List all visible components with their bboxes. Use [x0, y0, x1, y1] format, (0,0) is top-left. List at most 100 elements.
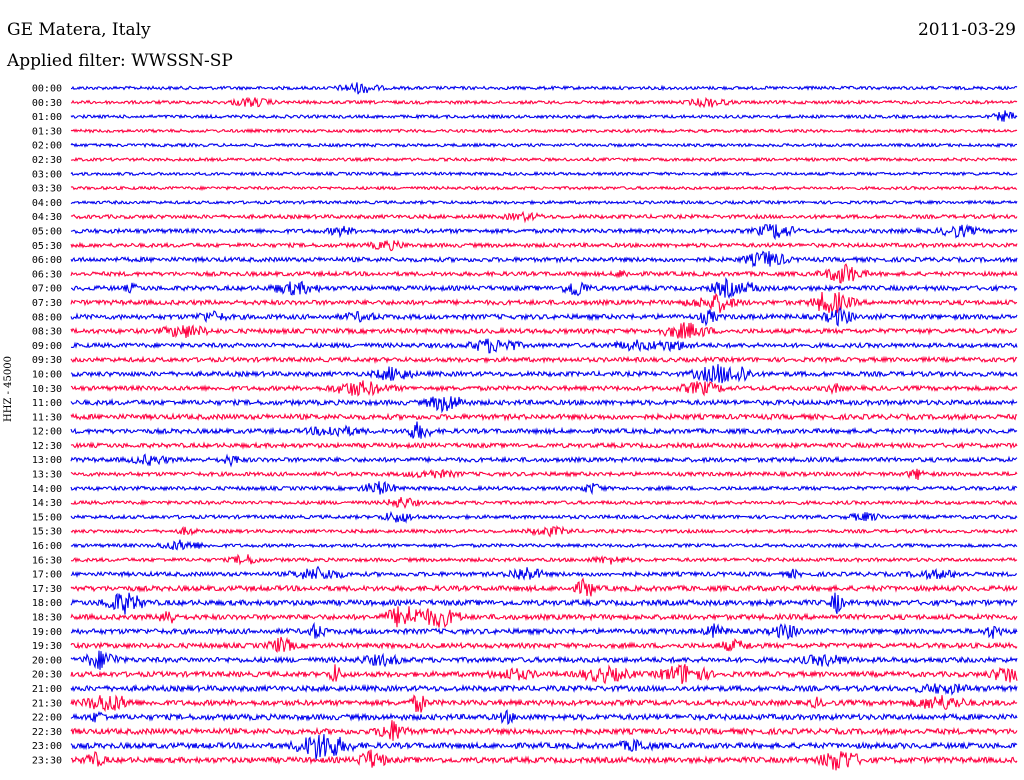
time-tick-label: 03:00 [32, 169, 62, 180]
seismic-trace [70, 355, 1018, 364]
seismic-trace [70, 606, 1018, 629]
seismic-trace [70, 170, 1018, 177]
filter-label: Applied filter: WWSSN-SP [7, 51, 233, 71]
seismic-trace [70, 110, 1018, 122]
time-tick-label: 12:00 [32, 427, 62, 438]
time-tick-label: 20:00 [32, 655, 62, 666]
seismic-trace [70, 199, 1018, 206]
time-tick-label: 02:00 [32, 141, 62, 152]
time-tick-label: 08:00 [32, 312, 62, 323]
seismic-trace [70, 496, 1018, 510]
seismic-trace [70, 156, 1018, 163]
time-tick-label: 17:30 [32, 584, 62, 595]
seismic-trace [70, 338, 1018, 354]
seismic-trace [71, 82, 1018, 95]
time-tick-label: 06:30 [32, 269, 62, 280]
seismic-trace [70, 412, 1018, 422]
time-tick-label: 01:30 [32, 126, 62, 137]
time-tick-label: 19:30 [32, 641, 62, 652]
seismic-trace [70, 468, 1018, 481]
time-tick-label: 10:30 [32, 384, 62, 395]
seismic-trace [70, 510, 1018, 524]
time-tick-label: 15:30 [32, 527, 62, 538]
time-tick-label: 23:30 [32, 756, 62, 767]
seismic-trace [70, 421, 1018, 439]
time-tick-label: 09:30 [32, 355, 62, 366]
seismic-trace [70, 694, 1018, 713]
seismic-traces [70, 82, 1018, 771]
time-tick-label: 15:00 [32, 512, 62, 523]
time-tick-label: 12:30 [32, 441, 62, 452]
time-tick-label: 20:30 [32, 670, 62, 681]
time-tick-label: 23:00 [32, 741, 62, 752]
time-tick-label: 18:00 [32, 598, 62, 609]
seismic-trace [70, 142, 1017, 149]
time-tick-label: 14:00 [32, 484, 62, 495]
seismic-trace [70, 481, 1018, 496]
time-tick-label: 22:30 [32, 727, 62, 738]
seismic-trace [70, 185, 1018, 192]
time-tick-label: 02:30 [32, 155, 62, 166]
time-tick-label: 17:00 [32, 570, 62, 581]
seismic-trace [70, 239, 1018, 252]
seismic-trace [70, 525, 1018, 538]
seismic-trace [70, 441, 1018, 450]
time-tick-label: 00:30 [32, 98, 62, 109]
seismic-trace [70, 364, 1018, 384]
seismic-trace [70, 396, 1018, 414]
seismic-trace [70, 734, 1018, 760]
seismic-trace [70, 263, 1018, 284]
seismic-trace [70, 683, 1018, 696]
seismic-trace [71, 277, 1018, 299]
seismic-trace [70, 250, 1018, 268]
time-tick-label: 11:00 [32, 398, 62, 409]
time-tick-label: 07:00 [32, 284, 62, 295]
time-tick-label: 08:30 [32, 327, 62, 338]
time-tick-label: 11:30 [32, 412, 62, 423]
time-tick-label: 21:00 [32, 684, 62, 695]
time-tick-label: 04:30 [32, 212, 62, 223]
seismic-trace [70, 291, 1018, 314]
seismic-trace [70, 539, 1018, 551]
time-tick-label: 10:00 [32, 369, 62, 380]
time-tick-label: 09:00 [32, 341, 62, 352]
seismic-trace [70, 553, 1018, 566]
seismic-trace [70, 210, 1018, 224]
time-tick-label: 06:00 [32, 255, 62, 266]
seismic-trace [70, 577, 1018, 597]
time-tick-label: 14:30 [32, 498, 62, 509]
time-tick-label: 16:30 [32, 555, 62, 566]
time-tick-label: 21:30 [32, 698, 62, 709]
seismic-trace [70, 709, 1018, 726]
seismic-trace [70, 322, 1018, 339]
time-tick-label: 00:00 [32, 84, 62, 95]
time-tick-label: 05:00 [32, 226, 62, 237]
date-label: 2011-03-29 [917, 20, 1016, 40]
seismic-trace [70, 592, 1018, 615]
seismic-trace [70, 380, 1018, 397]
time-tick-label: 04:00 [32, 198, 62, 209]
time-tick-label: 16:00 [32, 541, 62, 552]
seismic-trace [70, 223, 1018, 241]
time-tick-label: 05:30 [32, 241, 62, 252]
seismic-trace [70, 306, 1018, 327]
seismic-trace [70, 749, 1018, 771]
time-tick-label: 07:30 [32, 298, 62, 309]
time-tick-labels: 00:00 00:30 01:00 01:30 02:00 02:30 03:00 03:30… [32, 84, 62, 767]
seismic-trace [70, 565, 1017, 581]
seismic-trace [70, 720, 1018, 741]
seismic-trace [70, 127, 1018, 134]
seismic-trace [70, 96, 1018, 109]
time-tick-label: 03:30 [32, 184, 62, 195]
time-tick-label: 13:30 [32, 470, 62, 481]
time-tick-label: 13:00 [32, 455, 62, 466]
time-tick-label: 01:00 [32, 112, 62, 123]
time-tick-label: 22:00 [32, 713, 62, 724]
seismic-trace [70, 621, 1018, 641]
seismic-trace [70, 636, 1018, 653]
seismic-trace [70, 453, 1018, 468]
time-tick-label: 19:00 [32, 627, 62, 638]
station-title: GE Matera, Italy [7, 20, 151, 40]
time-tick-label: 18:30 [32, 613, 62, 624]
